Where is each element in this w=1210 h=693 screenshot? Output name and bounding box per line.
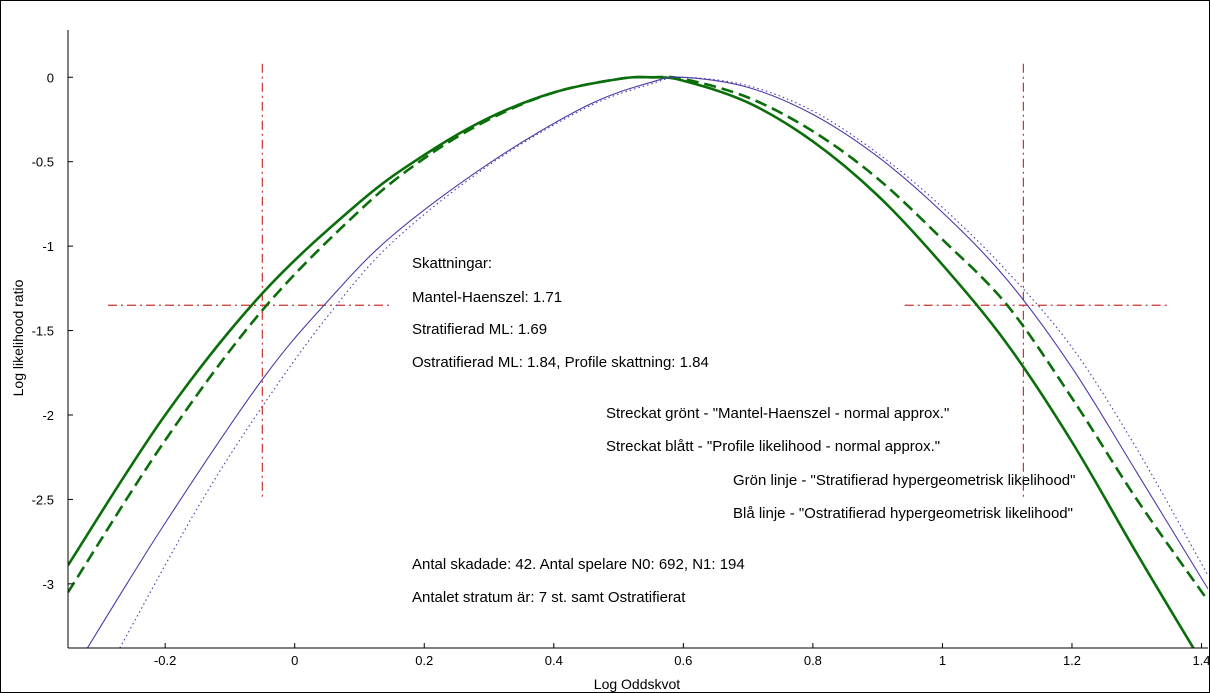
legend-blue-line: Blå linje - "Ostratifierad hypergeometri… — [733, 505, 1073, 522]
x-tick-label: 0 — [291, 653, 298, 668]
y-tick-label: -1 — [42, 239, 54, 254]
series-line-blue-dotted — [119, 76, 1208, 648]
y-axis-label: Log likelihood ratio — [10, 279, 26, 396]
x-tick-label: -0.2 — [154, 653, 176, 668]
y-tick-label: -0.5 — [32, 155, 54, 170]
annotation-strata: Antalet stratum är: 7 st. samt Ostratifi… — [412, 589, 686, 606]
annotation-heading: Skattningar: — [412, 255, 492, 272]
annotation-stratified-ml: Stratifierad ML: 1.69 — [412, 321, 547, 338]
y-tick-label: 0 — [47, 70, 54, 85]
legend-dashed-blue: Streckat blått - "Profile likelihood - n… — [606, 438, 940, 455]
y-tick-label: -3 — [42, 577, 54, 592]
series-group — [68, 75, 1208, 648]
y-tick-label: -2 — [42, 408, 54, 423]
legend-green-line: Grön linje - "Stratifierad hypergeometri… — [733, 472, 1075, 489]
annotation-mantel-haenszel: Mantel-Haenszel: 1.71 — [412, 289, 562, 306]
annotation-unstratified-ml: Ostratifierad ML: 1.84, Profile skattnin… — [412, 354, 709, 371]
y-tick-label: -1.5 — [32, 324, 54, 339]
x-axis-label: Log Oddskvot — [594, 676, 680, 692]
axes — [67, 30, 1208, 649]
annotations: Skattningar: Mantel-Haenszel: 1.71 Strat… — [412, 255, 1075, 606]
x-tick-label: 1 — [939, 653, 946, 668]
x-tick-label: 0.6 — [674, 653, 692, 668]
series-line-green-dashed — [68, 75, 1208, 602]
x-tick-label: 1.2 — [1063, 653, 1081, 668]
y-tick-label: -2.5 — [32, 492, 54, 507]
legend-dashed-green: Streckat grönt - "Mantel-Haenszel - norm… — [606, 405, 949, 422]
annotation-counts: Antal skadade: 42. Antal spelare N0: 692… — [412, 556, 745, 573]
reference-lines — [108, 63, 1170, 500]
x-tick-label: 1.4 — [1192, 653, 1210, 668]
ticks: -0.2 0 0.2 0.4 0.6 0.8 1 1.2 1.4 0 -0.5 -1 -1.5 -2 -2.… — [32, 70, 1210, 668]
x-tick-label: 0.8 — [804, 653, 822, 668]
x-tick-label: 0.4 — [545, 653, 563, 668]
x-tick-label: 0.2 — [415, 653, 433, 668]
